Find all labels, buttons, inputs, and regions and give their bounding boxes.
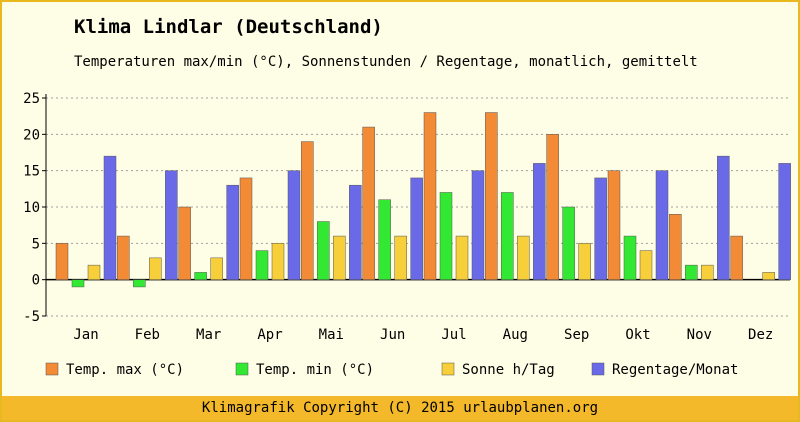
legend-label: Temp. max (°C): [66, 362, 184, 378]
bar: [103, 155, 117, 280]
y-tick-label: 10: [23, 200, 40, 216]
bar: [730, 235, 743, 280]
bar: [333, 235, 346, 280]
bar: [287, 170, 301, 280]
bar: [423, 112, 437, 280]
x-tick-label: Mar: [196, 327, 221, 343]
x-tick-label: Aug: [503, 327, 528, 343]
bar: [685, 264, 698, 280]
bar: [87, 264, 101, 280]
bar: [701, 264, 714, 280]
bar: [178, 206, 191, 280]
legend-swatch: [235, 362, 249, 376]
bar: [394, 235, 407, 280]
bar: [623, 235, 637, 280]
bar: [271, 243, 285, 280]
bar: [194, 272, 207, 280]
bar: [517, 235, 530, 280]
y-tick-label: 0: [32, 273, 40, 289]
legend-swatch: [45, 362, 59, 376]
x-tick-label: Okt: [625, 327, 650, 343]
bar: [301, 141, 314, 280]
legend-label: Temp. min (°C): [256, 362, 374, 378]
bar: [594, 177, 607, 280]
chart-subtitle: Temperaturen max/min (°C), Sonnenstunden…: [74, 54, 698, 70]
bar: [349, 184, 362, 280]
x-tick-label: Feb: [135, 327, 160, 343]
bar: [71, 279, 85, 288]
bar: [717, 155, 730, 280]
bar: [778, 163, 791, 280]
bar: [485, 112, 498, 280]
legend-swatch: [441, 362, 455, 376]
chart-plot: -5 0 5 10 15 20 25 Jan Feb Mar Apr Mai Jun Jul Aug Sep O…: [23, 91, 791, 378]
bar: [562, 206, 575, 280]
x-tick-label: Apr: [257, 327, 282, 343]
footer-copyright: Klimagrafik Copyright (C) 2015 urlaubpla…: [2, 396, 798, 420]
x-tick-label: Jul: [441, 327, 466, 343]
x-tick-label: Nov: [687, 327, 712, 343]
bar: [165, 170, 178, 280]
x-tick-label: Mai: [319, 327, 344, 343]
bar: [255, 250, 269, 280]
bar: [149, 257, 162, 280]
bar: [578, 243, 591, 280]
y-tick-label: -5: [23, 309, 40, 325]
bar: [362, 126, 375, 280]
bar: [655, 170, 669, 280]
y-tick-label: 15: [23, 164, 40, 180]
bar: [762, 272, 775, 280]
bar: [210, 257, 223, 280]
bar: [533, 163, 546, 280]
legend-label: Regentage/Monat: [612, 362, 738, 378]
x-tick-label: Dez: [748, 327, 773, 343]
bar: [239, 177, 253, 280]
bar: [639, 250, 653, 280]
bar: [133, 279, 146, 288]
bar: [439, 192, 453, 280]
legend-label: Sonne h/Tag: [462, 362, 555, 378]
x-tick-label: Jan: [73, 327, 98, 343]
bar: [546, 134, 559, 280]
bar: [501, 192, 514, 280]
y-tick-label: 20: [23, 127, 40, 143]
bar: [455, 235, 469, 280]
chart-title: Klima Lindlar (Deutschland): [74, 16, 383, 38]
bar: [607, 170, 621, 280]
bar: [471, 170, 485, 280]
bar: [378, 199, 391, 280]
bar: [117, 235, 130, 280]
y-tick-label: 25: [23, 91, 40, 107]
bar: [317, 221, 330, 280]
y-tick-label: 5: [32, 236, 40, 252]
legend-swatch: [591, 362, 605, 376]
bar: [226, 184, 239, 280]
x-tick-label: Sep: [564, 327, 589, 343]
bar: [669, 214, 682, 280]
bar: [410, 177, 423, 280]
x-tick-label: Jun: [380, 327, 405, 343]
bar: [55, 243, 69, 280]
